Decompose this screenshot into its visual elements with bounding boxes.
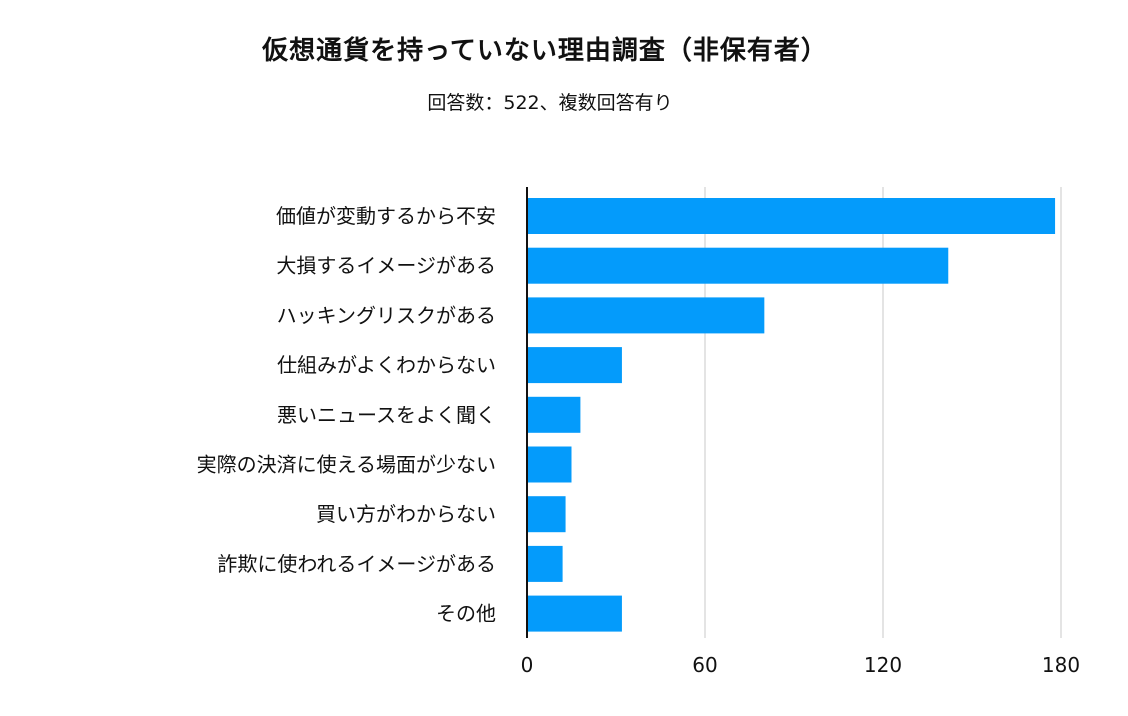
category-label: 悪いニュースをよく聞く <box>277 403 496 427</box>
x-tick-label: 120 <box>864 653 902 677</box>
bar <box>527 545 563 582</box>
bar <box>527 347 622 384</box>
x-tick-label: 0 <box>521 653 534 677</box>
category-label: 実際の決済に使える場面が少ない <box>197 453 496 477</box>
category-label: 価値が変動するから不安 <box>276 204 496 228</box>
category-label: その他 <box>436 602 496 626</box>
category-labels: 価値が変動するから不安大損するイメージがあるハッキングリスクがある仕組みがよくわ… <box>197 204 496 626</box>
chart-subtitle: 回答数：522、複数回答有り <box>427 92 673 114</box>
bars <box>527 198 1056 632</box>
category-label: 詐欺に使われるイメージがある <box>217 552 496 576</box>
bar <box>527 297 765 334</box>
bar <box>527 496 566 533</box>
x-tick-label: 60 <box>692 653 717 677</box>
bar <box>527 396 581 433</box>
category-label: ハッキングリスクがある <box>277 303 496 327</box>
bar <box>527 198 1056 234</box>
chart-title: 仮想通貨を持っていない理由調査（非保有者） <box>262 36 828 66</box>
category-label: 大損するイメージがある <box>276 254 496 278</box>
category-label: 仕組みがよくわからない <box>277 353 496 377</box>
bar <box>527 247 949 284</box>
x-tick-labels: 0 60 120 180 <box>521 653 1080 677</box>
bar <box>527 446 572 483</box>
category-label: 買い方がわからない <box>316 502 496 526</box>
bar <box>527 595 622 632</box>
x-tick-label: 180 <box>1042 653 1080 677</box>
